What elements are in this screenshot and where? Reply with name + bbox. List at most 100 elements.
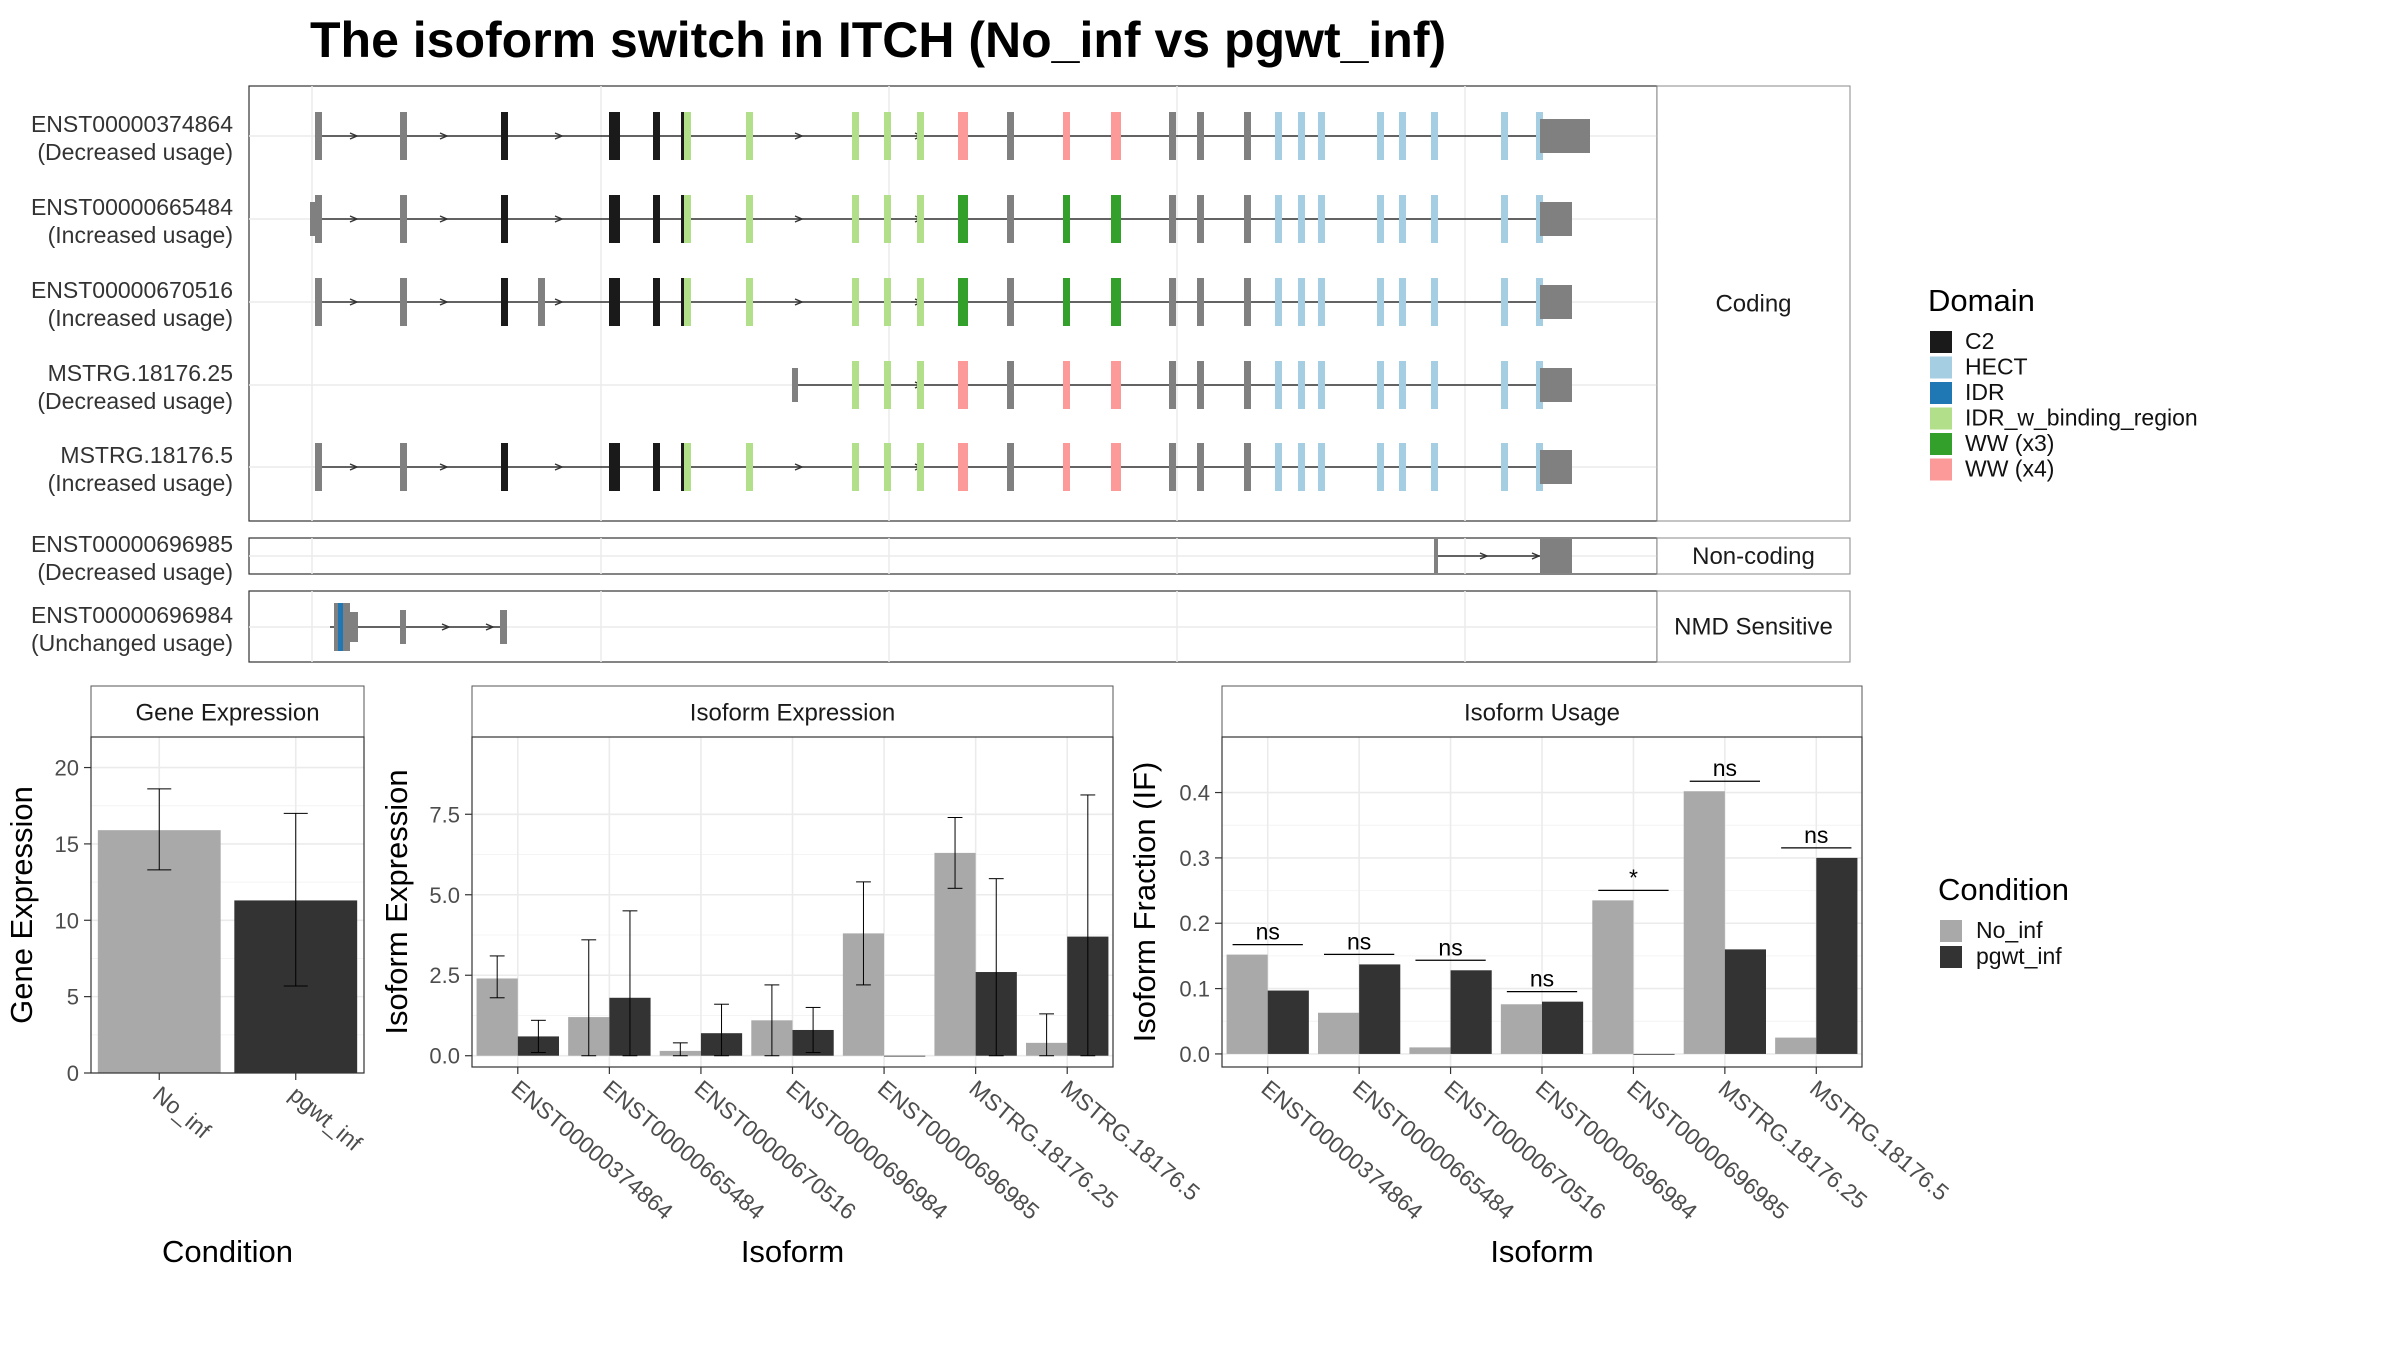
- exon-exon: [1169, 195, 1176, 243]
- exon-c2: [653, 443, 660, 491]
- exon-ww-x3-: [958, 195, 968, 243]
- exon-idr-w-binding-region: [684, 195, 691, 243]
- exon-idr-w-binding-region: [917, 195, 924, 243]
- exon-idr-w-binding-region: [852, 443, 859, 491]
- chart-title: Isoform Usage: [1464, 700, 1620, 727]
- transcript-id-label: ENST00000696984: [31, 602, 233, 628]
- exon-idr: [338, 603, 343, 651]
- panel-border: [90, 736, 365, 1074]
- exon-ww-x4-: [1111, 443, 1121, 491]
- exon-hect: [1318, 361, 1325, 409]
- utr-exon: [1434, 539, 1438, 573]
- transcript-usage-label: (Increased usage): [48, 222, 233, 248]
- exon-hect: [1536, 443, 1543, 491]
- exon-exon: [1169, 112, 1176, 160]
- y-tick-label: 5.0: [429, 883, 460, 908]
- exon-c2: [609, 112, 620, 160]
- y-tick-label: 0.0: [1179, 1042, 1210, 1067]
- strip-background: [1656, 590, 1851, 663]
- exon-c2: [653, 112, 660, 160]
- exon-idr-w-binding-region: [884, 112, 891, 160]
- exon-hect: [1501, 361, 1508, 409]
- exon-exon: [538, 278, 545, 326]
- exon-hect: [1318, 112, 1325, 160]
- legend-key: [1930, 356, 1952, 379]
- exon-hect: [1399, 112, 1406, 160]
- strand-arrow: [349, 132, 359, 140]
- exon-exon: [400, 443, 407, 491]
- strand-arrow: [794, 215, 804, 223]
- exon-ww-x3-: [958, 278, 968, 326]
- x-tick-label: MSTRG.18176.25: [964, 1075, 1123, 1214]
- x-tick-label: ENST00000665484: [1348, 1075, 1520, 1225]
- x-tick-label: ENST00000665484: [598, 1075, 770, 1225]
- exon-exon: [315, 443, 322, 491]
- exon-hect: [1298, 278, 1305, 326]
- exon-hect: [1275, 195, 1282, 243]
- strand-arrow: [794, 463, 804, 471]
- significance-label: ns: [1438, 934, 1462, 960]
- x-tick-label: No_inf: [148, 1081, 216, 1144]
- terminal-exon: [1540, 202, 1572, 236]
- exon-hect: [1298, 361, 1305, 409]
- x-tick-label: MSTRG.18176.25: [1714, 1075, 1873, 1214]
- x-tick-label: ENST00000696985: [873, 1075, 1045, 1225]
- legend-key: [1930, 331, 1952, 353]
- strip-label: Non-coding: [1692, 543, 1815, 570]
- legend-key: [1930, 458, 1952, 481]
- y-axis-title: Isoform Fraction (IF): [1127, 762, 1162, 1043]
- y-tick-label: 15: [55, 832, 79, 857]
- exon-exon: [1007, 361, 1014, 409]
- exon-ww-x3-: [1063, 278, 1070, 326]
- strand-arrow: [554, 132, 564, 140]
- exon-idr-w-binding-region: [917, 443, 924, 491]
- strand-arrow: [349, 298, 359, 306]
- exon-ww-x4-: [1111, 361, 1121, 409]
- strand-arrow: [1531, 552, 1541, 560]
- bar: [1450, 970, 1492, 1054]
- x-tick-label: pgwt_inf: [285, 1081, 368, 1156]
- exon-hect: [1501, 278, 1508, 326]
- structure-panel: Non-coding ENST00000696985(Decreased usag…: [31, 531, 1851, 585]
- exon-idr-w-binding-region: [746, 278, 753, 326]
- exon-hect: [1275, 278, 1282, 326]
- exon-c2: [653, 278, 660, 326]
- exon-exon: [1169, 443, 1176, 491]
- exon-hect: [1318, 443, 1325, 491]
- exon-idr-w-binding-region: [884, 278, 891, 326]
- strand-arrow: [439, 132, 449, 140]
- exon-hect: [1399, 278, 1406, 326]
- exon-hect: [1501, 195, 1508, 243]
- transcript-id-label: ENST00000696985: [31, 531, 233, 557]
- x-tick-label: ENST00000696985: [1622, 1075, 1794, 1225]
- strand-arrow: [441, 623, 451, 631]
- y-tick-label: 0.3: [1179, 846, 1210, 871]
- exon-hect: [1501, 112, 1508, 160]
- strand-arrow: [554, 298, 564, 306]
- bar: [1816, 857, 1858, 1054]
- x-tick-label: ENST00000696984: [1531, 1075, 1703, 1225]
- y-tick-label: 0.1: [1179, 977, 1210, 1002]
- exon-c2: [501, 443, 508, 491]
- y-tick-label: 0.0: [429, 1044, 460, 1069]
- exon-c2: [501, 278, 508, 326]
- transcript-usage-label: (Decreased usage): [37, 388, 233, 414]
- strand-arrow: [1479, 552, 1489, 560]
- bar: [1267, 990, 1309, 1054]
- exon-exon: [315, 195, 322, 243]
- legend-key: [1930, 433, 1952, 455]
- x-tick-label: ENST00000670516: [1439, 1075, 1611, 1225]
- exon-exon: [400, 112, 407, 160]
- y-tick-label: 20: [55, 756, 79, 781]
- strip-label: Coding: [1715, 291, 1791, 318]
- strand-arrow: [349, 463, 359, 471]
- legend-key: [1930, 382, 1952, 404]
- exon-hect: [1431, 195, 1438, 243]
- strand-arrow: [485, 623, 495, 631]
- legend-label: pgwt_inf: [1976, 943, 2062, 969]
- exon-idr-w-binding-region: [884, 443, 891, 491]
- exon-hect: [1431, 361, 1438, 409]
- strand-arrow: [439, 298, 449, 306]
